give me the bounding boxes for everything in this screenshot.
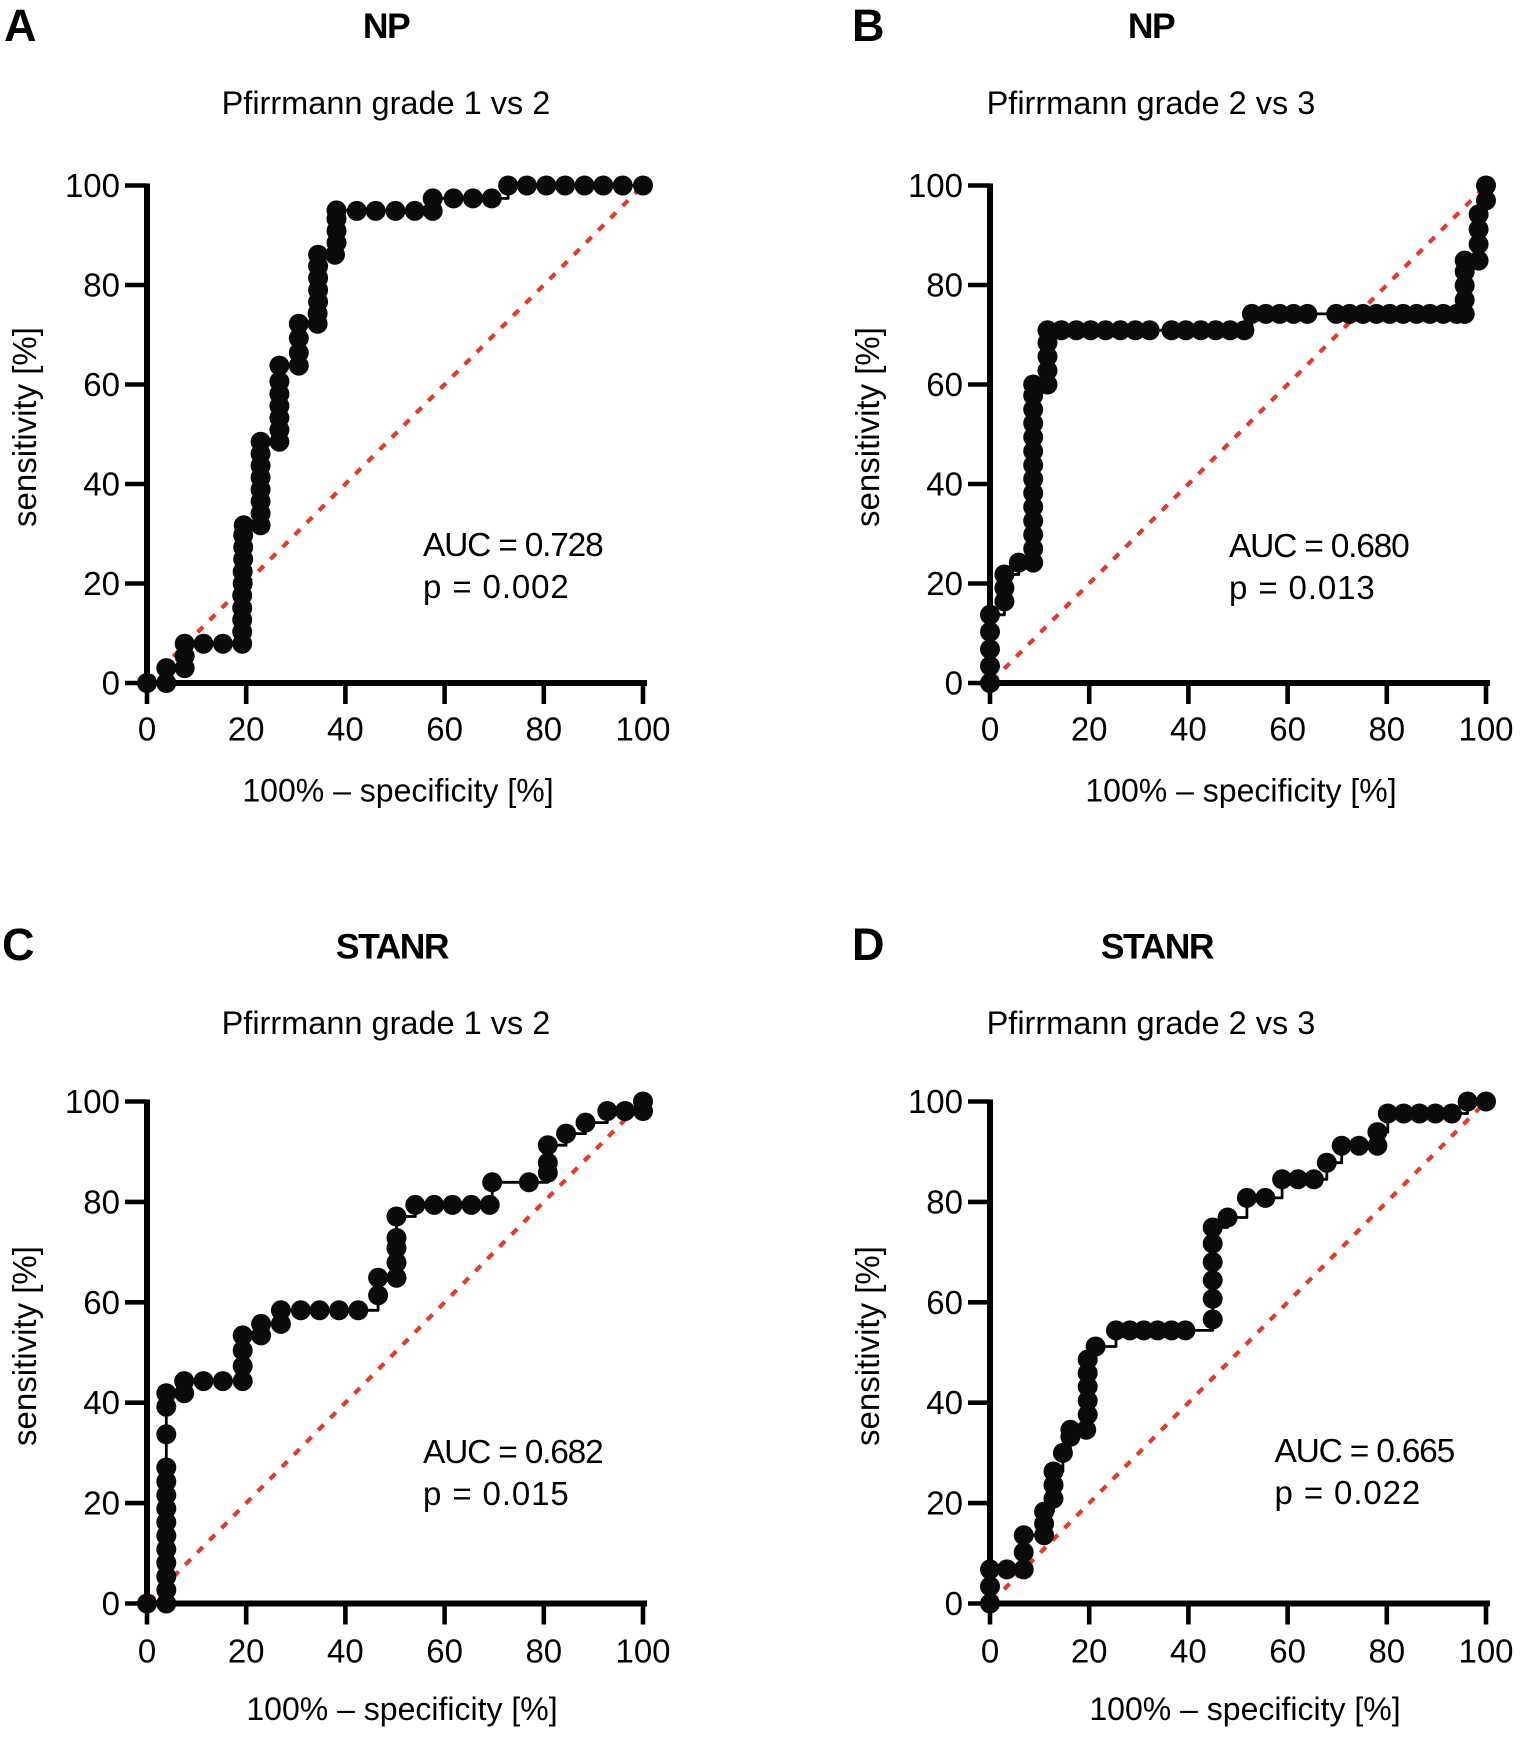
svg-text:100: 100 (615, 711, 670, 748)
svg-text:60: 60 (926, 1284, 963, 1321)
svg-text:0: 0 (102, 665, 120, 702)
svg-text:80: 80 (83, 1183, 120, 1220)
svg-text:40: 40 (1170, 711, 1207, 748)
svg-text:100% – specificity [%]: 100% – specificity [%] (242, 773, 553, 809)
svg-text:0: 0 (945, 1585, 963, 1622)
svg-text:60: 60 (426, 711, 463, 748)
svg-text:STANR: STANR (1101, 927, 1214, 967)
svg-text:40: 40 (83, 1384, 120, 1421)
svg-text:0: 0 (102, 1585, 120, 1622)
svg-text:20: 20 (228, 711, 265, 748)
svg-text:100: 100 (615, 1633, 670, 1670)
svg-text:20: 20 (1071, 711, 1108, 748)
svg-text:20: 20 (83, 565, 120, 602)
svg-text:60: 60 (1269, 1633, 1306, 1670)
svg-text:80: 80 (926, 1183, 963, 1220)
svg-text:20: 20 (228, 1633, 265, 1670)
svg-text:D: D (852, 919, 885, 970)
svg-text:100: 100 (1458, 711, 1513, 748)
svg-text:p = 0.013: p = 0.013 (1229, 569, 1376, 606)
svg-text:AUC = 0.680: AUC = 0.680 (1229, 528, 1409, 565)
svg-text:STANR: STANR (336, 927, 449, 967)
svg-text:NP: NP (363, 6, 410, 46)
svg-text:NP: NP (1128, 6, 1175, 46)
svg-text:20: 20 (1071, 1633, 1108, 1670)
svg-text:100% – specificity [%]: 100% – specificity [%] (1085, 773, 1396, 809)
svg-text:AUC = 0.728: AUC = 0.728 (423, 527, 603, 564)
svg-text:sensitivity [%]: sensitivity [%] (6, 1246, 43, 1446)
svg-text:AUC = 0.665: AUC = 0.665 (1275, 1433, 1455, 1470)
svg-text:p = 0.002: p = 0.002 (423, 568, 570, 605)
svg-text:20: 20 (926, 1485, 963, 1522)
svg-text:100: 100 (908, 167, 963, 204)
svg-text:40: 40 (327, 1633, 364, 1670)
svg-text:100: 100 (1458, 1633, 1513, 1670)
svg-text:p = 0.022: p = 0.022 (1275, 1474, 1422, 1511)
svg-text:40: 40 (926, 466, 963, 503)
svg-text:60: 60 (426, 1633, 463, 1670)
svg-text:80: 80 (1368, 711, 1405, 748)
svg-text:100: 100 (65, 1083, 120, 1120)
svg-text:0: 0 (945, 665, 963, 702)
svg-text:40: 40 (327, 711, 364, 748)
svg-text:60: 60 (926, 366, 963, 403)
svg-text:20: 20 (83, 1485, 120, 1522)
svg-text:80: 80 (926, 267, 963, 304)
svg-text:80: 80 (1368, 1633, 1405, 1670)
svg-text:0: 0 (981, 711, 999, 748)
svg-text:60: 60 (1269, 711, 1306, 748)
svg-text:p = 0.015: p = 0.015 (423, 1475, 570, 1512)
svg-text:40: 40 (1170, 1633, 1207, 1670)
svg-text:0: 0 (138, 711, 156, 748)
svg-text:40: 40 (83, 466, 120, 503)
svg-text:0: 0 (981, 1633, 999, 1670)
svg-text:sensitivity [%]: sensitivity [%] (849, 327, 886, 527)
svg-text:sensitivity [%]: sensitivity [%] (6, 327, 43, 527)
svg-text:sensitivity [%]: sensitivity [%] (849, 1246, 886, 1446)
svg-text:100: 100 (908, 1083, 963, 1120)
svg-text:100% – specificity [%]: 100% – specificity [%] (1089, 1691, 1400, 1727)
svg-text:Pfirrmann grade 2 vs 3: Pfirrmann grade 2 vs 3 (987, 85, 1316, 121)
svg-text:100% – specificity [%]: 100% – specificity [%] (246, 1691, 557, 1727)
svg-text:80: 80 (525, 711, 562, 748)
svg-text:Pfirrmann grade 1 vs 2: Pfirrmann grade 1 vs 2 (222, 85, 551, 121)
svg-text:A: A (4, 0, 37, 51)
svg-text:60: 60 (83, 1284, 120, 1321)
svg-text:20: 20 (926, 565, 963, 602)
svg-text:C: C (2, 919, 35, 970)
svg-text:AUC = 0.682: AUC = 0.682 (423, 1434, 603, 1471)
svg-text:80: 80 (525, 1633, 562, 1670)
svg-text:B: B (852, 0, 885, 51)
svg-text:Pfirrmann grade 2 vs 3: Pfirrmann grade 2 vs 3 (987, 1005, 1316, 1041)
svg-text:40: 40 (926, 1384, 963, 1421)
svg-text:100: 100 (65, 167, 120, 204)
svg-text:80: 80 (83, 267, 120, 304)
svg-text:0: 0 (138, 1633, 156, 1670)
svg-text:Pfirrmann grade 1 vs 2: Pfirrmann grade 1 vs 2 (222, 1005, 551, 1041)
svg-text:60: 60 (83, 366, 120, 403)
